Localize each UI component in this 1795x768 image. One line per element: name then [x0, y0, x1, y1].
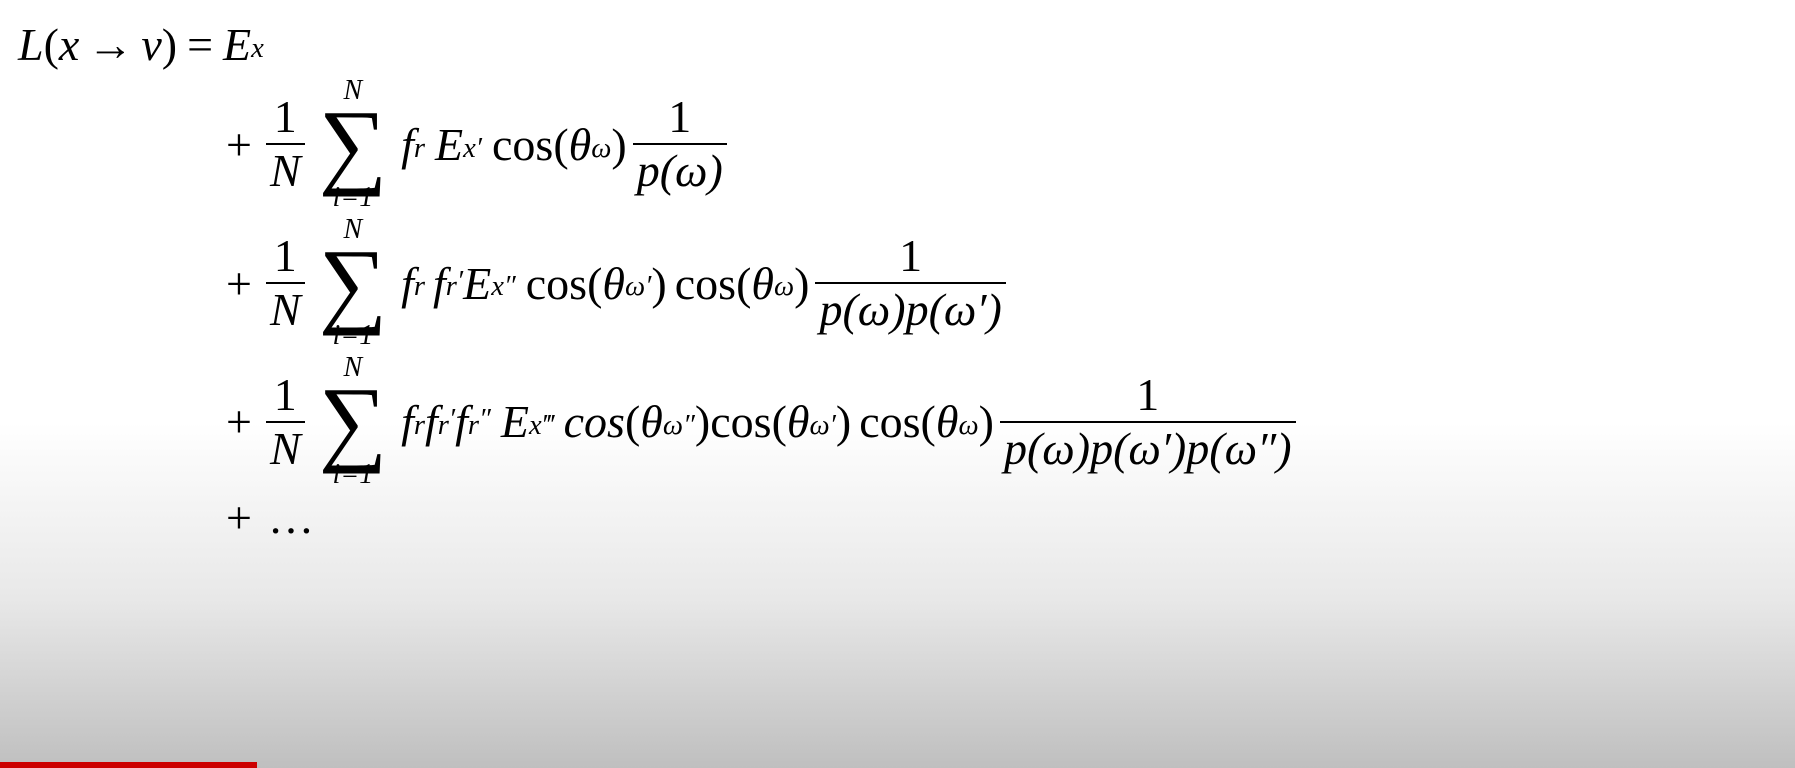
tail1-num: 1	[664, 93, 695, 141]
ellipsis: …	[268, 491, 314, 544]
fr1-sub: r	[414, 133, 425, 165]
sigma-1: N ∑ i=1	[319, 77, 387, 212]
t3-c2o: (	[772, 395, 787, 448]
tailfrac-1: 1 p(ω)	[633, 93, 727, 196]
sigma-glyph: ∑	[319, 382, 387, 461]
sigma-bottom: i=1	[333, 461, 374, 489]
equation-line-1: + 1 N N ∑ i=1 fr Ex′ cos(θω) 1 p(ω)	[218, 77, 1795, 212]
t3-cos1: cos	[564, 395, 625, 448]
t3-c2c: )	[836, 395, 851, 448]
t3-fr3s: r	[468, 410, 479, 442]
t3-c3o: (	[921, 395, 936, 448]
t2-t2: θ	[751, 257, 774, 310]
t2-t2s: ω	[774, 271, 794, 303]
tail3-num: 1	[1132, 371, 1163, 419]
tail2-den: p(ω)p(ω′)	[815, 286, 1005, 334]
t3-Es: x‴	[529, 410, 554, 442]
sigma-2: N ∑ i=1	[319, 216, 387, 351]
E1: E	[435, 118, 463, 171]
tailfrac-2: 1 p(ω)p(ω′)	[815, 232, 1005, 335]
t3-fr1s: r	[414, 410, 425, 442]
den: N	[266, 425, 305, 473]
den: N	[266, 286, 305, 334]
sigma-bottom: i=1	[333, 184, 374, 212]
theta1-sub: ω	[591, 133, 611, 165]
t3-t2s: ω′	[810, 410, 836, 442]
t2-fr1s: r	[414, 271, 425, 303]
sym-L: L	[18, 18, 44, 71]
sym-x: x	[59, 18, 79, 71]
sigma-3: N ∑ i=1	[319, 354, 387, 489]
cos1-close: )	[611, 118, 626, 171]
t2-fr2p: ′	[457, 266, 463, 298]
tail2-num: 1	[895, 232, 926, 280]
tail3-den: p(ω)p(ω′)p(ω″)	[1000, 425, 1296, 473]
t3-t1s: ω″	[663, 410, 695, 442]
t2-t1s: ω′	[625, 271, 651, 303]
sym-E: E	[223, 18, 251, 71]
cos1-open: (	[553, 118, 568, 171]
t2-cos1: cos	[526, 257, 587, 310]
t3-cos2: cos	[710, 395, 771, 448]
plus-2: +	[226, 257, 252, 310]
t2-c1o: (	[587, 257, 602, 310]
t3-fr2: f	[425, 395, 438, 448]
t3-c1c: )	[695, 395, 710, 448]
theta1: θ	[569, 118, 592, 171]
t2-c2c: )	[794, 257, 809, 310]
equation-line-2: + 1 N N ∑ i=1 fr fr′ Ex″ cos(θω′) cos(θω…	[218, 216, 1795, 351]
sym-v: v	[141, 18, 161, 71]
t2-t1: θ	[602, 257, 625, 310]
sub-Ex: x	[251, 33, 264, 65]
plus-1: +	[226, 118, 252, 171]
t3-fr1: f	[401, 395, 414, 448]
t3-cos3: cos	[859, 395, 920, 448]
cos1: cos	[492, 118, 553, 171]
t2-E: E	[463, 257, 491, 310]
tail1-den: p(ω)	[633, 147, 727, 195]
frac-1N-2: 1 N	[266, 232, 305, 335]
equation-line-0: L ( x → v ) = E x	[18, 18, 1795, 71]
fr1: f	[401, 118, 414, 171]
tailfrac-3: 1 p(ω)p(ω′)p(ω″)	[1000, 371, 1296, 474]
arrow: →	[87, 18, 133, 71]
t3-t1: θ	[640, 395, 663, 448]
equals-sign: =	[187, 18, 213, 71]
num: 1	[270, 232, 301, 280]
t3-c3c: )	[979, 395, 994, 448]
t3-fr3p: ″	[479, 404, 491, 436]
t3-fr2p: ′	[449, 404, 455, 436]
den-N: N	[266, 147, 305, 195]
open-paren: (	[44, 18, 59, 71]
E1-sub: x′	[463, 133, 482, 165]
t3-fr3: f	[455, 395, 468, 448]
t3-c1o: (	[625, 395, 640, 448]
t2-Es: x″	[491, 271, 516, 303]
frac-1N-1: 1 N	[266, 93, 305, 196]
t2-fr2: f	[433, 257, 446, 310]
t3-E: E	[501, 395, 529, 448]
t3-t3: θ	[936, 395, 959, 448]
t3-fr2s: r	[438, 410, 449, 442]
sigma-glyph: ∑	[319, 105, 387, 184]
t2-c1c: )	[651, 257, 666, 310]
sigma-glyph: ∑	[319, 244, 387, 323]
sigma-bottom: i=1	[333, 322, 374, 350]
close-paren: )	[162, 18, 177, 71]
t3-t2: θ	[787, 395, 810, 448]
t2-fr2s: r	[446, 271, 457, 303]
t2-fr1: f	[401, 257, 414, 310]
equation-line-3: + 1 N N ∑ i=1 fr fr′ fr″ Ex‴ cos(θω″) co…	[218, 354, 1795, 489]
num: 1	[270, 371, 301, 419]
plus-trailing: +	[226, 491, 252, 544]
t3-t3s: ω	[958, 410, 978, 442]
video-progress-bar[interactable]	[0, 762, 257, 768]
t2-cos2: cos	[675, 257, 736, 310]
t2-c2o: (	[736, 257, 751, 310]
plus-3: +	[226, 395, 252, 448]
frac-1N-3: 1 N	[266, 371, 305, 474]
num-1: 1	[270, 93, 301, 141]
equation-body: L ( x → v ) = E x + 1 N N ∑ i=1 fr Ex′ c…	[0, 0, 1795, 544]
equation-line-trailing: + …	[218, 491, 1795, 544]
